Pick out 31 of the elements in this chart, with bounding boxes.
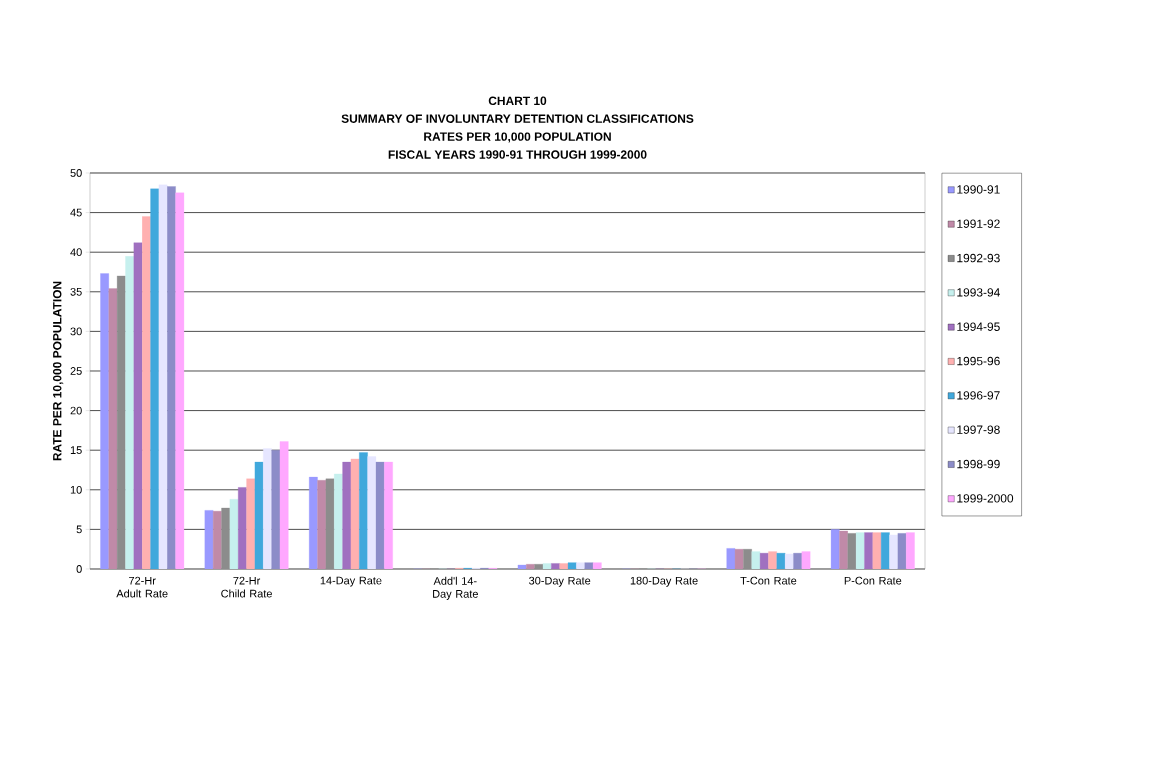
x-tick-label: 72-Hr Adult Rate (116, 576, 168, 598)
legend-label: 1993-94 (957, 288, 1000, 297)
legend-label: 1990-91 (957, 185, 1000, 194)
legend-label: 1994-95 (957, 322, 1000, 331)
x-tick-label: Add'l 14-Day Rate (433, 576, 478, 600)
y-tick-label: 20 (70, 406, 82, 415)
legend-label: 1996-97 (957, 391, 1000, 400)
x-tick-label: 14-Day Rate (320, 576, 382, 587)
x-tick-label: 180-Day Rate (630, 576, 698, 587)
x-tick-label: 30-Day Rate (529, 576, 591, 587)
y-tick-label: 10 (70, 485, 82, 494)
legend-label: 1998-99 (957, 459, 1000, 469)
legend-label: 1995-96 (957, 356, 1000, 366)
y-tick-label: 30 (70, 327, 82, 336)
x-tick-label: T-Con Rate (740, 576, 797, 585)
y-tick-label: 40 (70, 248, 82, 257)
y-tick-label: 5 (76, 525, 82, 534)
y-tick-label: 35 (70, 287, 82, 296)
legend-label: 1999-2000 (957, 494, 1014, 503)
legend-label: 1992-93 (957, 253, 1000, 263)
y-tick-label: 15 (70, 446, 82, 455)
chart-title: CHART 10 SUMMARY OF INVOLUNTARY DETENTION CLASSIFICATIONS RATES PER 10,000 POPULATION FISCAL YEARS 1990-91 THROUGH 1999-2000 (341, 96, 694, 159)
y-axis-title: RATE PER 10,000 POPULATION (53, 281, 64, 461)
y-tick-label: 25 (70, 367, 82, 375)
x-tick-label: P-Con Rate (844, 576, 902, 585)
x-tick-label: 72-Hr Child Rate (221, 576, 272, 598)
y-tick-label: 50 (70, 169, 82, 177)
y-tick-label: 0 (76, 565, 82, 573)
y-tick-label: 45 (70, 208, 82, 217)
legend-label: 1991-92 (957, 219, 1000, 228)
legend-label: 1997-98 (957, 425, 1000, 434)
